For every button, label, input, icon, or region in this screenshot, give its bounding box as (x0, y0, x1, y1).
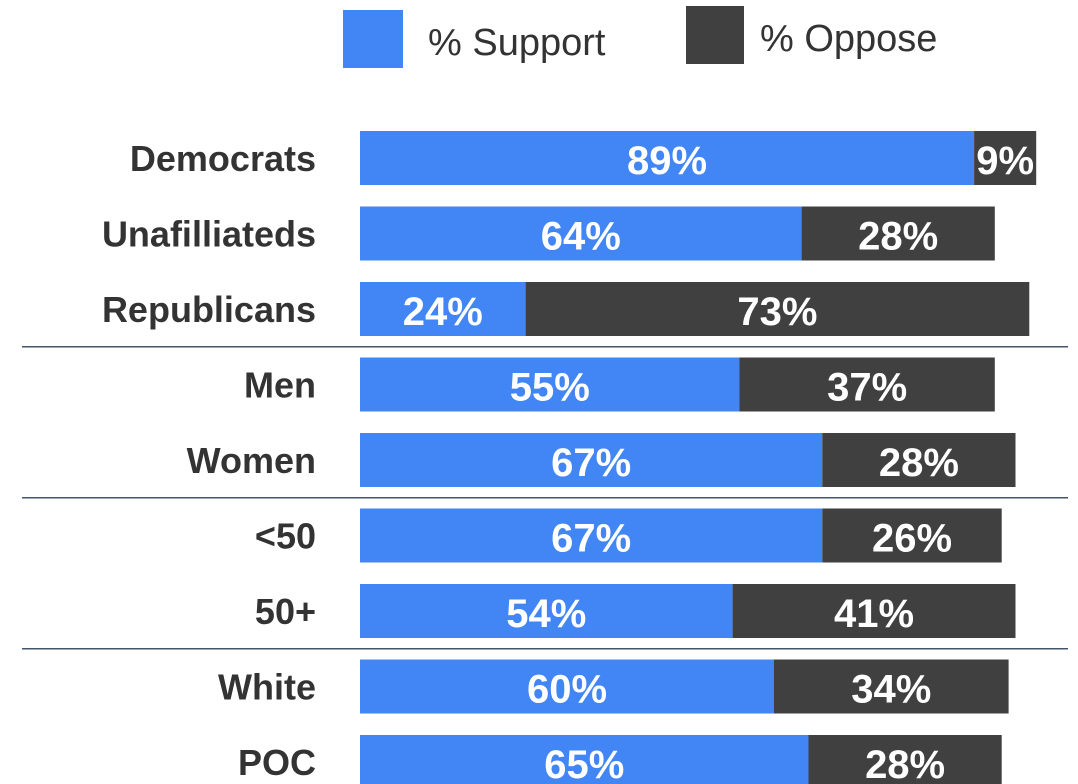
bar-label-support: 24% (403, 290, 483, 334)
bar-label-support: 65% (544, 743, 624, 784)
bar-oppose (801, 206, 995, 261)
bar-oppose (822, 508, 1002, 563)
bar-oppose (808, 735, 1002, 784)
bar-label-oppose: 26% (872, 517, 952, 561)
bar-support (360, 584, 733, 638)
bar-oppose (732, 584, 1016, 638)
bar-support (360, 357, 740, 412)
group-dividers (22, 346, 1068, 650)
legend-label-support: % Support (428, 22, 606, 64)
category-label: Republicans (102, 289, 316, 330)
bar-support (360, 508, 823, 563)
bar-support (360, 735, 809, 784)
bar-support (360, 131, 975, 185)
bar-label-support: 54% (506, 592, 586, 636)
bar-support (360, 206, 802, 261)
category-label: Democrats (130, 138, 316, 179)
bar-label-support: 67% (551, 517, 631, 561)
category-label: Women (187, 440, 316, 481)
bar-label-oppose: 28% (879, 441, 959, 485)
bar-support (360, 282, 526, 336)
bar-label-support: 55% (510, 366, 590, 410)
category-label: White (218, 667, 316, 708)
bar-oppose (774, 659, 1009, 714)
legend-swatch-oppose (686, 6, 744, 64)
bar-label-oppose: 28% (865, 743, 945, 784)
bar-support (360, 433, 823, 487)
bar-label-oppose: 9% (976, 139, 1034, 183)
bar-oppose (822, 433, 1016, 487)
category-label: Men (244, 365, 316, 406)
legend-swatch-support (343, 10, 403, 68)
bar-label-support: 64% (541, 215, 621, 259)
category-labels: Democrats Unafilliateds Republicans Men Wome… (102, 138, 316, 783)
bar-value-labels: 89% 9% 64% 28% 24% 73% 55% 37% 67% 28% 67% 26% 54% 41… (403, 139, 1034, 784)
bar-oppose (739, 357, 995, 412)
bar-label-oppose: 28% (858, 215, 938, 259)
bar-label-oppose: 34% (851, 668, 931, 712)
category-label: <50 (255, 516, 316, 557)
category-label: Unafilliateds (102, 214, 316, 255)
bar-label-support: 67% (551, 441, 631, 485)
bar-support (360, 659, 774, 714)
category-label: POC (238, 742, 316, 783)
category-label: 50+ (255, 591, 316, 632)
legend-label-oppose: % Oppose (760, 18, 937, 60)
bar-oppose (525, 282, 1030, 336)
bar-label-support: 60% (527, 668, 607, 712)
bar-label-oppose: 73% (737, 290, 817, 334)
bar-label-oppose: 37% (827, 366, 907, 410)
bars (360, 131, 1037, 784)
legend: % Support % Oppose (343, 6, 937, 68)
bar-label-oppose: 41% (834, 592, 914, 636)
bar-label-support: 89% (627, 139, 707, 183)
bar-oppose (974, 131, 1037, 185)
